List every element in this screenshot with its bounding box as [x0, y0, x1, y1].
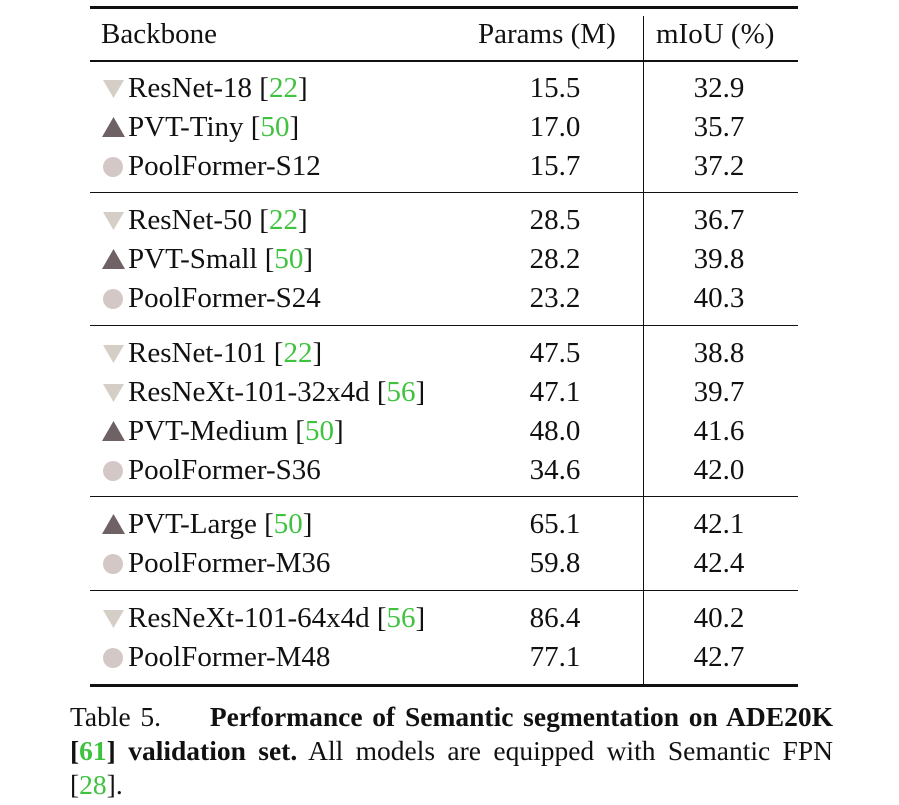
backbone-name: PoolFormer-S12	[101, 149, 321, 183]
up-triangle-icon	[102, 117, 125, 137]
backbone-name: PVT-Tiny [50]	[101, 110, 299, 144]
miou-value: 38.8	[693, 337, 745, 369]
circle-icon	[103, 461, 123, 481]
miou-value: 41.6	[693, 415, 745, 447]
miou-value: 36.7	[693, 204, 745, 236]
header-backbone: Backbone	[101, 18, 217, 50]
params-value: 28.5	[529, 204, 581, 236]
citation-link[interactable]: 50	[260, 111, 290, 143]
header-miou: mIoU (%)	[656, 18, 775, 50]
citation-link[interactable]: 50	[273, 508, 303, 540]
citation-link[interactable]: 22	[283, 337, 313, 369]
citation-link[interactable]: 22	[268, 72, 298, 104]
caption-text: All models are equipped with Semantic FP…	[70, 735, 834, 800]
params-value: 48.0	[529, 415, 581, 447]
down-triangle-icon	[103, 384, 124, 402]
group-rule	[90, 325, 798, 327]
params-value: 47.1	[529, 376, 581, 408]
top-rule	[90, 6, 798, 9]
circle-icon	[103, 289, 123, 309]
down-triangle-icon	[103, 212, 124, 230]
circle-icon	[103, 157, 123, 177]
column-divider	[643, 16, 645, 686]
header-params: Params (M)	[478, 18, 616, 50]
miou-value: 39.8	[693, 243, 745, 275]
params-value: 77.1	[529, 641, 581, 673]
caption-label: Table 5.	[70, 701, 162, 732]
miou-value: 42.7	[693, 641, 745, 673]
group-rule	[90, 60, 798, 62]
up-triangle-icon	[102, 514, 125, 534]
circle-icon	[103, 648, 123, 668]
miou-value: 39.7	[693, 376, 745, 408]
miou-value: 40.2	[693, 602, 745, 634]
miou-value: 35.7	[693, 111, 745, 143]
miou-value: 32.9	[693, 72, 745, 104]
backbone-name: PoolFormer-S36	[101, 453, 321, 487]
up-triangle-icon	[102, 249, 125, 269]
citation-link[interactable]: 50	[304, 415, 334, 447]
miou-value: 42.4	[693, 547, 745, 579]
table-caption: Table 5. Performance of Semantic segment…	[70, 701, 834, 800]
group-rule	[90, 496, 798, 498]
params-value: 59.8	[529, 547, 581, 579]
miou-value: 42.0	[693, 454, 745, 486]
group-rule	[90, 590, 798, 592]
params-value: 34.6	[529, 454, 581, 486]
up-triangle-icon	[102, 421, 125, 441]
params-value: 28.2	[529, 243, 581, 275]
caption-bold: Performance of Semantic segmentation on …	[70, 701, 833, 766]
caption-citation-fpn[interactable]: 28	[79, 769, 107, 800]
backbone-name: ResNet-101 [22]	[101, 336, 322, 370]
down-triangle-icon	[103, 80, 124, 98]
citation-link[interactable]: 50	[274, 243, 304, 275]
miou-value: 40.3	[693, 282, 745, 314]
backbone-name: ResNet-18 [22]	[101, 71, 308, 105]
backbone-name: PoolFormer-M36	[101, 546, 330, 580]
backbone-name: PVT-Medium [50]	[101, 414, 344, 448]
params-value: 47.5	[529, 337, 581, 369]
backbone-name: ResNeXt-101-32x4d [56]	[101, 375, 425, 409]
params-value: 23.2	[529, 282, 581, 314]
params-value: 17.0	[529, 111, 581, 143]
caption-citation[interactable]: 61	[79, 735, 107, 766]
params-value: 15.7	[529, 150, 581, 182]
params-value: 65.1	[529, 508, 581, 540]
citation-link[interactable]: 56	[386, 602, 416, 634]
params-value: 15.5	[529, 72, 581, 104]
miou-value: 42.1	[693, 508, 745, 540]
bottom-rule	[90, 684, 798, 687]
backbone-name: PoolFormer-M48	[101, 640, 330, 674]
down-triangle-icon	[103, 345, 124, 363]
circle-icon	[103, 554, 123, 574]
citation-link[interactable]: 56	[386, 376, 416, 408]
backbone-name: ResNeXt-101-64x4d [56]	[101, 601, 425, 635]
params-value: 86.4	[529, 602, 581, 634]
miou-value: 37.2	[693, 150, 745, 182]
down-triangle-icon	[103, 610, 124, 628]
backbone-name: ResNet-50 [22]	[101, 203, 308, 237]
group-rule	[90, 192, 798, 194]
backbone-name: PVT-Large [50]	[101, 507, 312, 541]
citation-link[interactable]: 22	[268, 204, 298, 236]
backbone-name: PVT-Small [50]	[101, 242, 313, 276]
backbone-name: PoolFormer-S24	[101, 281, 321, 315]
